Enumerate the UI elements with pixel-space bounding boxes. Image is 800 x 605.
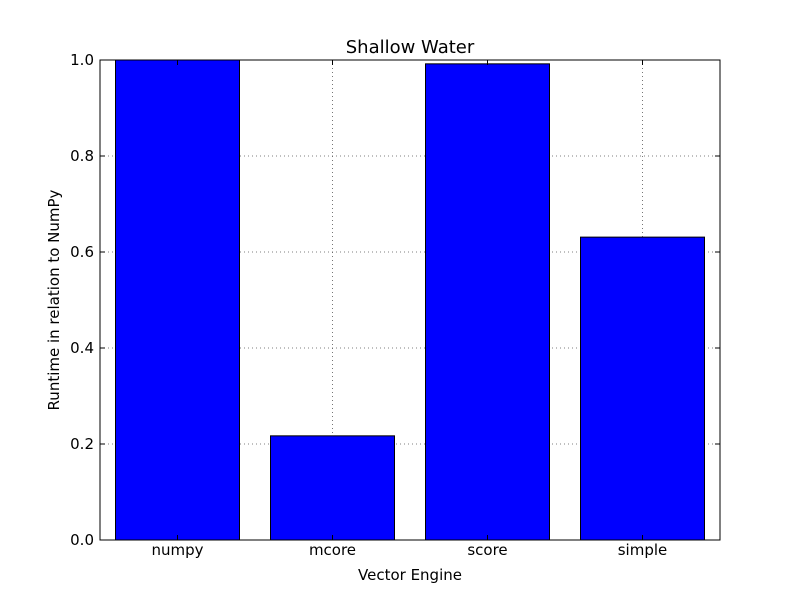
- plot-frame: [99, 59, 721, 541]
- bar-score: [425, 63, 550, 541]
- y-tick-labels: 0.0 0.2 0.4 0.6 0.8 1.0: [70, 51, 94, 549]
- chart-title: Shallow Water: [346, 37, 475, 58]
- bar-mcore: [270, 435, 395, 541]
- y-tick-label: 0.0: [70, 531, 94, 549]
- y-tick-label: 0.8: [70, 147, 94, 165]
- y-tick-label: 0.4: [70, 339, 94, 357]
- y-tick-label: 0.2: [70, 435, 94, 453]
- y-axis-label: Runtime in relation to NumPy: [45, 189, 63, 410]
- x-tick-labels: numpy mcore score simple: [151, 541, 667, 559]
- x-tick-label: numpy: [151, 541, 203, 559]
- y-tick-label: 1.0: [70, 51, 94, 69]
- bar-numpy: [115, 59, 240, 541]
- x-tick-label: mcore: [309, 541, 356, 559]
- y-tick-label: 0.6: [70, 243, 94, 261]
- x-tick-label: score: [467, 541, 507, 559]
- x-tick-label: simple: [618, 541, 668, 559]
- bar-simple: [580, 236, 705, 541]
- x-axis-label: Vector Engine: [358, 566, 462, 584]
